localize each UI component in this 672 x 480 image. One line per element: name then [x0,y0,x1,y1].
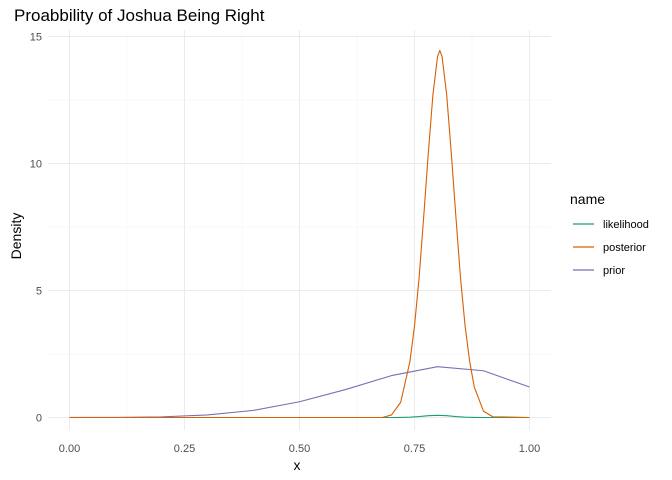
legend-label-prior: prior [603,265,625,277]
y-tick-label: 10 [30,159,42,171]
series-line-likelihood [69,414,530,419]
x-tick-label: 1.00 [519,443,540,455]
legend-label-likelihood: likelihood [603,219,649,231]
y-axis-title: Density [8,213,24,260]
x-axis-title: x [294,457,301,473]
x-tick-label: 0.50 [289,443,310,455]
x-tick-label: 0.75 [404,443,425,455]
series-lines [69,49,530,419]
legend-label-posterior: posterior [603,242,646,254]
y-tick-label: 0 [36,413,42,425]
series-line-posterior [69,49,530,419]
plot-area [48,30,551,430]
y-axis: 0 5 10 15 [30,32,42,425]
x-tick-label: 0.00 [59,443,80,455]
chart-title: Proabbility of Joshua Being Right [14,6,265,25]
x-tick-label: 0.25 [174,443,195,455]
y-tick-label: 5 [36,286,42,298]
legend-title: name [570,191,605,207]
y-tick-label: 15 [30,32,42,44]
x-axis: 0.00 0.25 0.50 0.75 1.00 [59,443,540,455]
legend: name likelihood posterior prior [570,191,649,277]
